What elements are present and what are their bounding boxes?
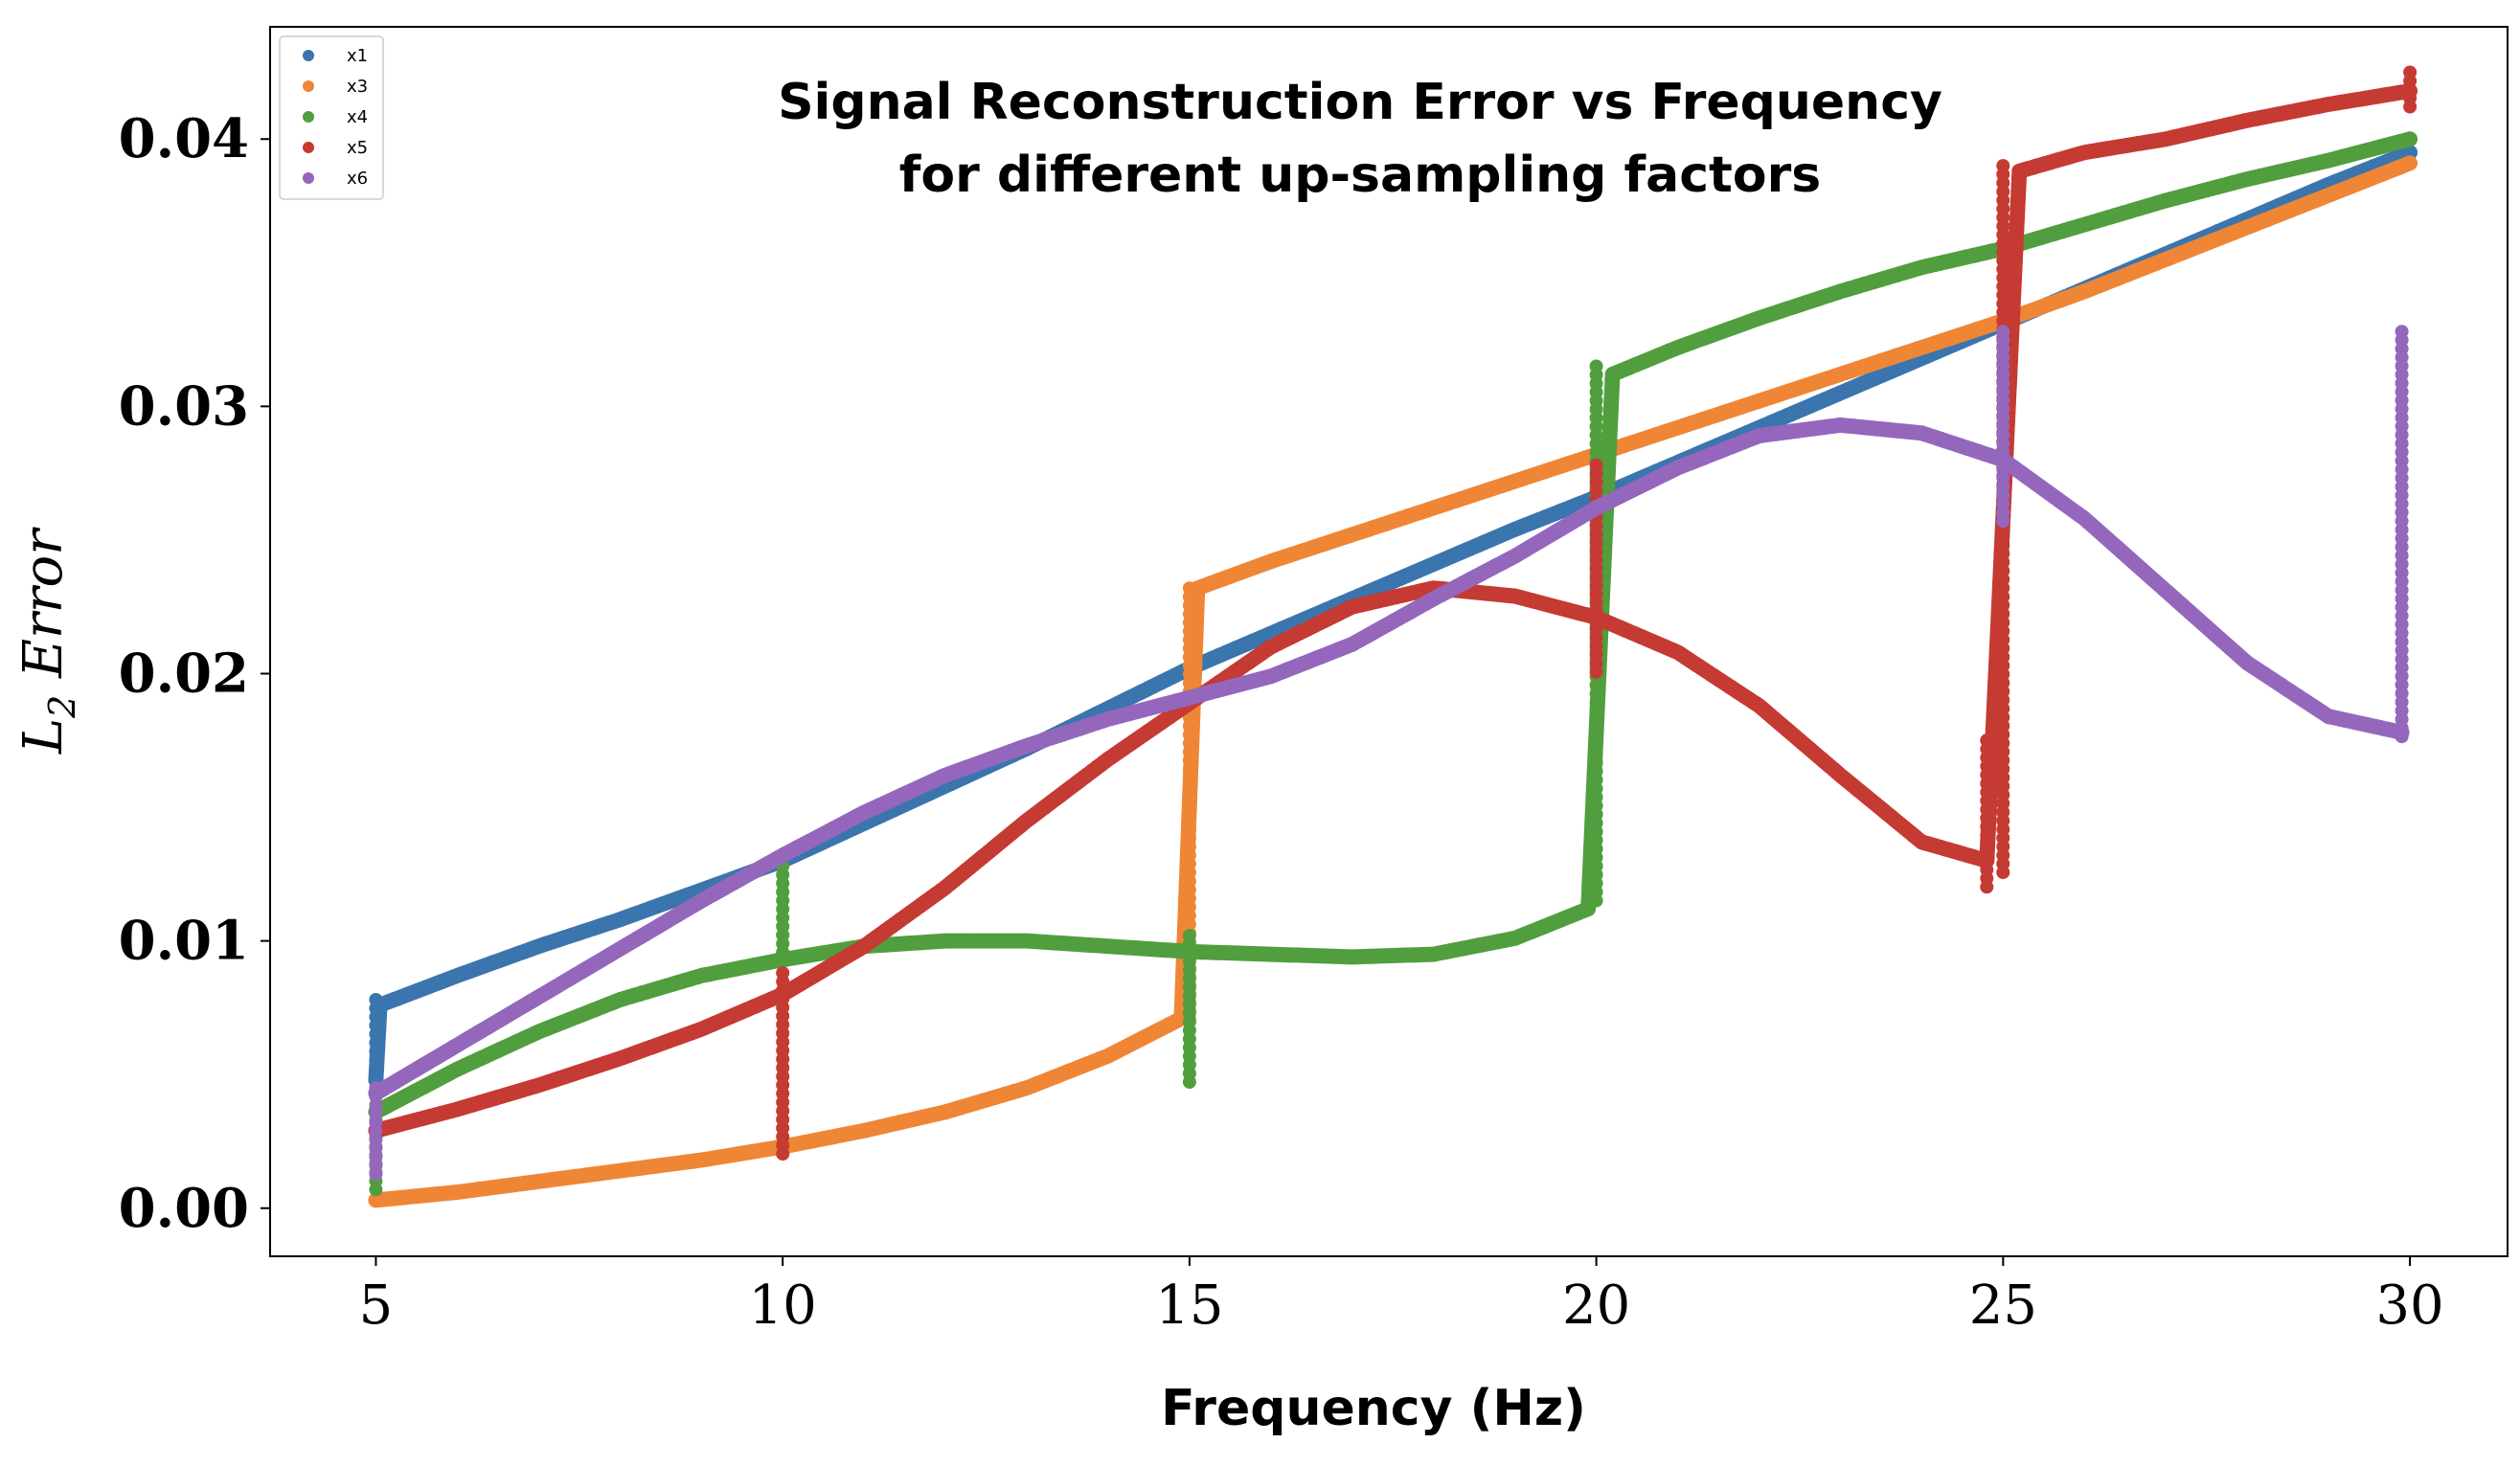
y-tick-label: 0.02 — [119, 642, 249, 705]
spike-point-x6 — [369, 1167, 383, 1182]
spike-point-x5 — [2403, 100, 2418, 114]
x-tick-label: 15 — [1155, 1274, 1223, 1337]
legend-label-x3: x3 — [347, 77, 368, 97]
y-tick-label: 0.03 — [119, 374, 249, 438]
x-tick-label: 30 — [2375, 1274, 2443, 1337]
legend-box — [279, 35, 384, 200]
spike-point-x1 — [369, 1071, 383, 1084]
spike-point-x5 — [1589, 665, 1603, 679]
series-x3 — [368, 155, 2418, 1208]
legend-entries: x1 x3 x4 x5 x6 — [303, 46, 368, 189]
x-tick-label: 20 — [1562, 1274, 1630, 1337]
spike-point-x4 — [776, 945, 790, 959]
series-x5 — [368, 65, 2418, 1162]
legend-marker-x1 — [303, 50, 314, 61]
legend: x1 x3 x4 x5 x6 — [279, 35, 384, 200]
spike-point-x5 — [776, 1147, 790, 1162]
y-axis-label: L2 Error — [12, 527, 83, 755]
point-x3 — [2402, 155, 2418, 171]
chart-title-line1: Signal Reconstruction Error vs Frequency — [778, 74, 1942, 131]
x-tick-label: 10 — [749, 1274, 817, 1337]
legend-label-x1: x1 — [347, 46, 368, 66]
legend-label-x4: x4 — [347, 107, 368, 127]
legend-marker-x5 — [303, 142, 314, 153]
plot-frame — [269, 26, 2509, 1257]
spike-point-x5 — [1996, 866, 2010, 880]
legend-label-x5: x5 — [347, 138, 368, 158]
y-tick-label: 0.04 — [119, 107, 249, 170]
x-tick-label: 5 — [359, 1274, 394, 1337]
legend-marker-x4 — [303, 111, 314, 123]
spike-point-x4 — [369, 1183, 383, 1197]
series-x6 — [368, 325, 2410, 1182]
y-axis-label-main: L — [12, 718, 75, 755]
x-tick-label: 25 — [1969, 1274, 2037, 1337]
spike-point-x4 — [1182, 1075, 1196, 1089]
legend-marker-x3 — [303, 80, 314, 92]
ticks-layer: 5 10 15 20 25 30 0.00 0.01 0.02 0.03 0.04 — [119, 107, 2444, 1337]
points-layer — [368, 65, 2418, 1208]
legend-marker-x6 — [303, 172, 314, 184]
y-axis-label-sub: 2 — [41, 695, 83, 719]
point-x4 — [2402, 131, 2418, 147]
x-axis-label: Frequency (Hz) — [1161, 1380, 1586, 1437]
y-tick-label: 0.00 — [119, 1177, 249, 1240]
spike-point-x4 — [1589, 893, 1603, 908]
chart-title-line2: for different up-sampling factors — [899, 147, 1821, 204]
spike-point-x6 — [1996, 514, 2010, 529]
y-tick-label: 0.01 — [119, 910, 249, 973]
spike-point-x6 — [2395, 730, 2409, 744]
point-x1 — [2402, 145, 2418, 161]
legend-label-x6: x6 — [347, 169, 368, 189]
y-axis-label-rest: Error — [12, 527, 75, 695]
spike-point-x5 — [1980, 880, 1994, 894]
